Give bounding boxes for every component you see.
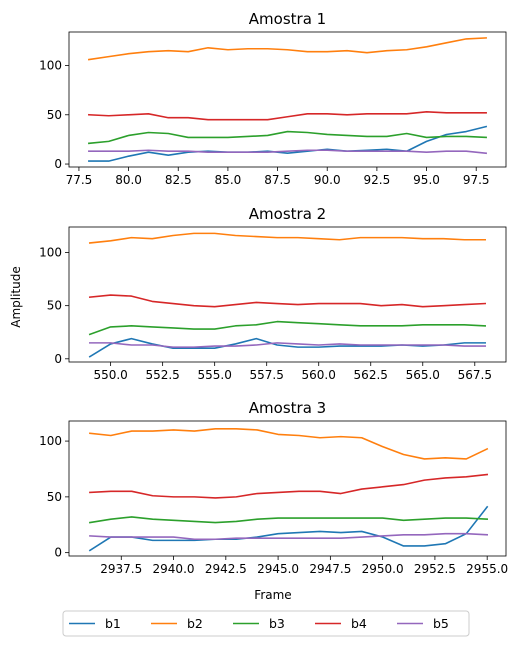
x-tick-label: 2937.5 [100,562,142,576]
x-tick-label: 87.5 [264,173,291,187]
series-line-b4 [88,111,487,121]
panel-1: Amostra 1 77.5 80.0 82.5 85.0 87.5 90.0 92.5 95.… [39,10,507,187]
panel-3: Amostra 3 2937.5 2940.0 2942.5 2945.0 2947.5 2… [39,399,508,576]
x-tick-label: 567.5 [458,368,492,382]
series-line-b2 [89,428,489,460]
legend: b1 b2 b3 b4 b5 [62,610,470,637]
x-tick-label: 562.5 [354,368,388,382]
x-tick-label: 2947.5 [309,562,351,576]
series-line-b2 [87,37,487,61]
legend-label-b2: b2 [187,616,203,631]
series-line-b1 [88,125,488,162]
x-tick-label: 77.5 [66,173,93,187]
panel-2: Amostra 2 550.0 552.5 555.0 557.5 560.0 562.5 5… [39,205,507,382]
x-tick-label: 557.5 [250,368,284,382]
series-line-b5 [89,532,489,541]
series-line-b5 [88,149,488,155]
x-tick-label: 95.0 [413,173,440,187]
x-tick-label: 2950.0 [362,562,404,576]
y-tick-label: 50 [47,108,62,122]
y-axis-label: Amplitude [9,266,23,328]
y-tick-label: 0 [54,546,62,560]
legend-label-b3: b3 [269,616,285,631]
legend-label-b1: b1 [105,616,121,631]
plot-frame [68,226,507,363]
x-tick-label: 555.0 [197,368,231,382]
x-tick-label: 82.5 [165,173,192,187]
x-tick-label: 2940.0 [153,562,195,576]
series-line-b1 [88,505,489,552]
x-tick-label: 92.5 [364,173,391,187]
y-tick-label: 50 [47,490,62,504]
chart-title: Amostra 2 [249,205,326,223]
x-tick-label: 97.5 [463,173,490,187]
plot-frame [68,420,507,557]
y-tick-label: 0 [54,352,62,366]
y-tick-label: 50 [47,299,62,313]
y-tick-label: 100 [39,59,62,73]
x-axis-label: Frame [254,588,291,602]
chart-title: Amostra 1 [249,10,326,28]
legend-label-b4: b4 [351,616,367,631]
series-line-b1 [88,337,486,358]
series-line-b4 [88,294,487,308]
series-line-b5 [89,342,486,348]
series-line-b3 [87,130,487,145]
x-tick-label: 2945.0 [257,562,299,576]
y-tick-label: 0 [54,157,62,171]
x-tick-label: 560.0 [302,368,336,382]
plot-frame [68,31,507,168]
series-line-b3 [88,516,489,524]
legend-box [62,610,470,637]
series-line-b4 [89,473,489,499]
series-line-b2 [88,232,486,244]
x-tick-label: 85.0 [215,173,242,187]
x-tick-label: 80.0 [115,173,142,187]
x-tick-label: 2955.0 [466,562,508,576]
x-tick-label: 90.0 [314,173,341,187]
chart-title: Amostra 3 [249,399,326,417]
x-tick-label: 550.0 [93,368,127,382]
x-tick-label: 2942.5 [205,562,247,576]
legend-label-b5: b5 [433,616,449,631]
y-tick-label: 100 [39,246,62,260]
y-tick-label: 100 [39,434,62,448]
series-line-b3 [88,320,487,336]
x-tick-label: 2952.5 [414,562,456,576]
x-tick-label: 552.5 [145,368,179,382]
x-tick-label: 565.0 [406,368,440,382]
